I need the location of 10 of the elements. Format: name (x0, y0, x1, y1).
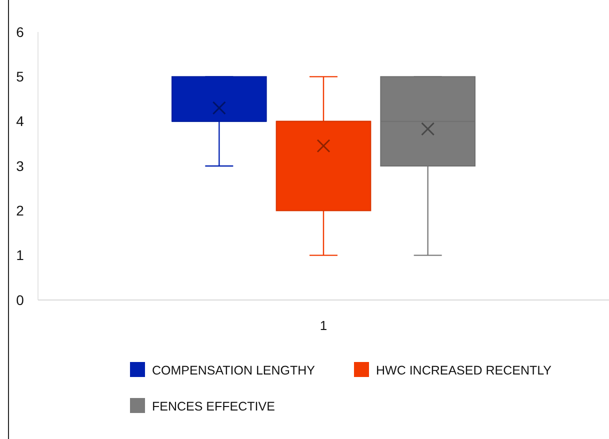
legend-label: COMPENSATION LENGTHY (152, 363, 316, 378)
y-tick-label: 0 (16, 292, 24, 308)
y-tick-label: 5 (16, 68, 24, 85)
legend-label: HWC INCREASED RECENTLY (376, 363, 552, 378)
y-tick-label: 3 (16, 158, 24, 174)
y-tick-label: 4 (16, 113, 24, 130)
y-tick-label: 2 (16, 202, 24, 219)
legend-label: FENCES EFFECTIVE (152, 399, 275, 414)
y-tick-label: 1 (16, 247, 24, 264)
y-tick-label: 6 (16, 24, 24, 40)
